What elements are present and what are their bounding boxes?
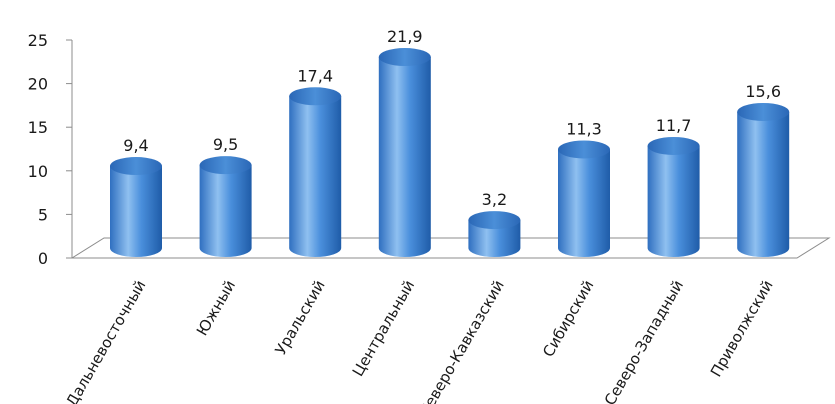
bar-top <box>737 102 790 121</box>
bar-body <box>558 149 610 257</box>
bar-body <box>378 57 431 258</box>
bars <box>110 48 790 258</box>
data-label: 3,2 <box>482 190 507 209</box>
bar <box>468 211 521 257</box>
bar-body <box>737 111 790 257</box>
y-tick-label: 15 <box>28 118 48 137</box>
bar <box>378 48 431 258</box>
bar-top <box>378 48 431 67</box>
bar <box>737 102 790 257</box>
chart-floor <box>70 237 831 259</box>
data-label: 11,7 <box>656 116 692 135</box>
y-tick-label: 25 <box>28 31 48 50</box>
bar <box>289 87 342 257</box>
data-label: 21,9 <box>387 27 423 46</box>
bar <box>647 136 700 257</box>
category-label: Центральный <box>349 277 419 380</box>
category-label: Уральский <box>272 277 329 358</box>
data-label: 15,6 <box>745 82 781 101</box>
floor-plane <box>70 237 831 259</box>
bar-top <box>647 136 700 155</box>
y-axis: 0 5 10 15 20 25 <box>28 31 73 268</box>
data-label: 17,4 <box>297 66 333 85</box>
data-label: 11,3 <box>566 119 602 138</box>
category-label: Южный <box>193 277 239 339</box>
data-labels: 9,4 9,5 17,4 21,9 3,2 11,3 11,7 15,6 <box>123 27 781 209</box>
y-tick-label: 5 <box>38 205 48 224</box>
bar <box>110 157 162 257</box>
bar-body <box>468 220 521 257</box>
category-label: Дальневосточный <box>62 277 149 404</box>
category-labels: Дальневосточный Южный Уральский Центральный… <box>62 277 776 404</box>
category-label: Северо-Кавказский <box>415 277 507 404</box>
bar-body <box>289 96 342 257</box>
bar-top <box>468 211 521 230</box>
y-tick-label: 20 <box>28 75 48 94</box>
bar-body <box>110 166 162 257</box>
bar-top <box>558 140 610 159</box>
bar-body <box>199 165 252 257</box>
category-label: Северо-Западный <box>601 277 687 404</box>
bar <box>199 156 252 257</box>
bar <box>558 140 610 257</box>
category-label: Приволжский <box>707 277 777 380</box>
bar-top <box>289 87 342 106</box>
bar-body <box>647 145 700 257</box>
data-label: 9,5 <box>213 135 238 154</box>
bar-top <box>110 157 162 176</box>
data-label: 9,4 <box>123 136 148 155</box>
category-label: Сибирский <box>539 277 597 360</box>
y-tick-label: 10 <box>28 162 48 181</box>
y-tick-label: 0 <box>38 249 48 268</box>
bar-top <box>199 156 252 175</box>
